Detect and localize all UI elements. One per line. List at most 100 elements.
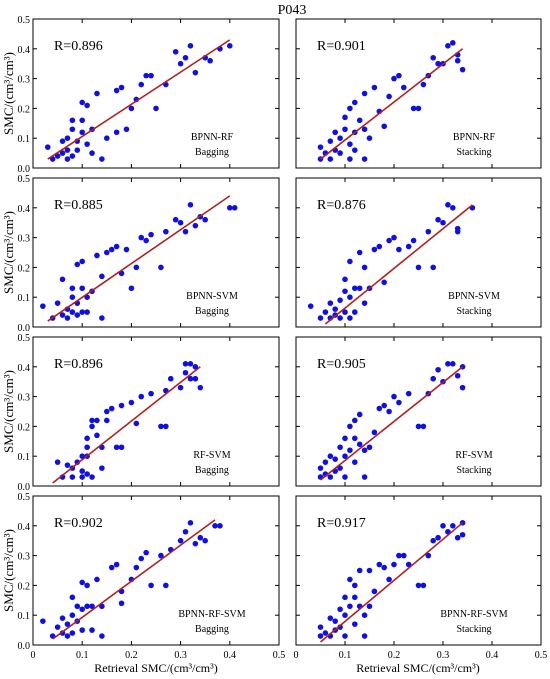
data-point <box>386 93 392 100</box>
data-point <box>396 246 402 253</box>
data-point <box>69 630 76 636</box>
data-point <box>69 474 76 480</box>
data-point <box>352 621 358 627</box>
data-point <box>113 444 120 451</box>
data-point <box>327 453 334 460</box>
data-point <box>356 567 363 574</box>
data-point <box>342 435 348 442</box>
data-point <box>347 156 353 162</box>
data-point <box>361 90 368 97</box>
data-point <box>79 453 85 460</box>
data-point <box>454 57 461 64</box>
data-point <box>94 576 100 583</box>
method-label: Stacking <box>457 465 492 476</box>
data-point <box>381 564 388 571</box>
data-point <box>327 156 334 162</box>
data-point <box>337 606 343 613</box>
data-point <box>44 144 51 150</box>
data-point <box>89 474 95 480</box>
data-point <box>64 135 71 141</box>
data-point <box>405 390 412 397</box>
data-point <box>172 216 179 223</box>
data-point <box>64 633 71 639</box>
data-point <box>143 237 149 244</box>
x-axis-label: Retrieval SMC/(cm³/cm³) <box>356 661 480 675</box>
method-label: Bagging <box>195 624 229 635</box>
plot-frame <box>295 18 542 169</box>
data-point <box>327 300 334 306</box>
data-point <box>138 555 145 562</box>
fit-line <box>47 39 231 160</box>
model-label: BPNN-RF-SVM <box>440 609 507 620</box>
data-point <box>371 588 378 595</box>
data-point <box>342 114 348 121</box>
data-point <box>386 237 392 244</box>
y-tick-label: 0.0 <box>18 164 31 175</box>
y-tick-label: 0.3 <box>18 75 31 86</box>
data-point <box>172 48 179 55</box>
data-point <box>64 621 71 627</box>
data-point <box>415 264 422 271</box>
model-label: BPNN-RF-SVM <box>178 609 245 620</box>
method-label: Stacking <box>457 624 492 635</box>
data-point <box>163 228 169 235</box>
data-point <box>361 612 368 618</box>
figure-title: P043 <box>278 3 307 18</box>
method-label: Stacking <box>457 147 492 158</box>
r-value-label: R=0.901 <box>317 39 366 54</box>
data-point <box>347 423 353 430</box>
data-point <box>391 234 397 241</box>
data-point <box>118 444 125 451</box>
data-point <box>104 135 110 141</box>
data-point <box>59 312 66 318</box>
data-point <box>182 361 189 367</box>
data-point <box>94 252 100 259</box>
data-point <box>396 399 402 406</box>
data-point <box>391 561 397 568</box>
data-point <box>54 624 61 630</box>
data-point <box>342 288 348 295</box>
data-point <box>207 57 213 64</box>
data-point <box>79 99 85 106</box>
fit-line <box>319 522 464 643</box>
r-value-label: R=0.876 <box>317 198 366 213</box>
data-point <box>352 309 358 315</box>
data-point <box>104 408 110 415</box>
data-point <box>197 384 204 391</box>
data-point <box>459 66 466 73</box>
data-point <box>405 243 412 250</box>
data-point <box>59 276 66 283</box>
data-point <box>64 462 71 468</box>
data-point <box>332 618 339 624</box>
model-label: RF-SVM <box>193 450 230 461</box>
data-point <box>123 126 130 133</box>
data-point <box>99 633 105 639</box>
data-point <box>366 567 373 574</box>
data-point <box>99 465 105 471</box>
data-point <box>148 72 154 79</box>
data-point <box>158 423 164 430</box>
data-point <box>84 141 90 147</box>
x-tick-label: 0.5 <box>273 650 286 661</box>
data-point <box>435 216 441 223</box>
data-point <box>89 423 95 430</box>
y-tick-label: 0.2 <box>18 263 31 274</box>
data-point <box>192 222 199 229</box>
data-point <box>153 105 159 112</box>
data-point <box>177 384 184 391</box>
data-point <box>64 156 71 162</box>
data-point <box>352 594 358 601</box>
data-point <box>347 603 353 610</box>
data-point <box>182 369 189 376</box>
y-tick-label: 0.4 <box>18 363 31 374</box>
scatter-panel: R=0.905 RF-SVM Stacking <box>295 336 542 487</box>
model-label: BPNN-SVM <box>448 291 500 302</box>
data-point <box>317 624 324 630</box>
data-point <box>94 432 100 439</box>
data-point <box>342 276 348 283</box>
data-point <box>420 582 427 589</box>
data-point <box>435 534 441 541</box>
data-point <box>337 135 343 141</box>
data-point <box>361 633 368 639</box>
data-point <box>317 633 324 639</box>
